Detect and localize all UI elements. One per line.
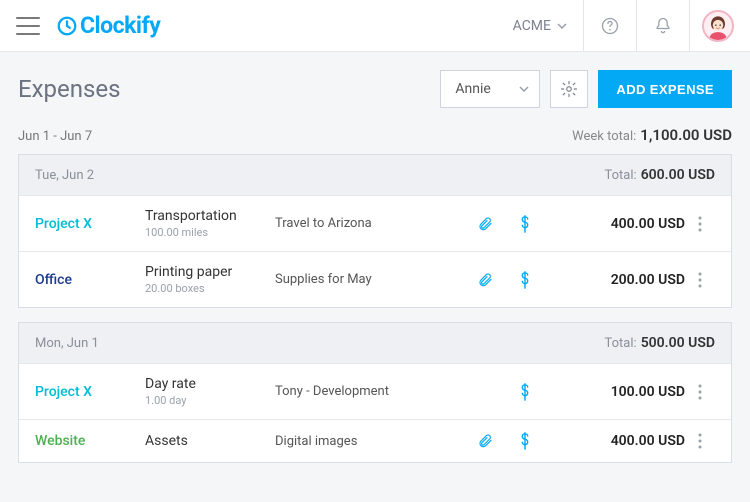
expense-item: Assets xyxy=(145,433,275,449)
billable-button[interactable] xyxy=(505,383,545,401)
week-total-label: Week total: xyxy=(572,129,636,144)
expense-groups: Tue, Jun 2Total:600.00 USDProject XTrans… xyxy=(18,154,732,463)
item-name: Assets xyxy=(145,433,275,449)
user-avatar[interactable] xyxy=(702,10,734,42)
paperclip-icon xyxy=(477,271,493,289)
billable-button[interactable] xyxy=(505,271,545,289)
group-total-value: 500.00 USD xyxy=(641,335,715,351)
group-total-value: 600.00 USD xyxy=(641,167,715,183)
page-content: Expenses Annie ADD EXPENSE Jun 1 - Jun 7… xyxy=(0,52,750,463)
group-header: Mon, Jun 1Total: 500.00 USD xyxy=(19,323,731,363)
dollar-icon xyxy=(519,215,531,233)
expense-description: Supplies for May xyxy=(275,272,465,287)
bell-icon xyxy=(653,16,673,36)
page-header: Expenses Annie ADD EXPENSE xyxy=(18,70,732,108)
topbar: Clockify ACME xyxy=(0,0,750,52)
attachment-button[interactable] xyxy=(465,432,505,450)
summary-row: Jun 1 - Jun 7 Week total: 1,100.00 USD xyxy=(18,126,732,144)
expense-group: Tue, Jun 2Total: 600.00 USD Project XTrans… xyxy=(18,154,732,308)
notifications-button[interactable] xyxy=(641,0,685,52)
group-total-label: Total: xyxy=(605,336,637,351)
row-actions-button[interactable] xyxy=(685,384,715,400)
row-actions-button[interactable] xyxy=(685,433,715,449)
dollar-icon xyxy=(519,383,531,401)
menu-icon[interactable] xyxy=(16,17,40,35)
more-vertical-icon xyxy=(698,384,702,400)
expense-project[interactable]: Project X xyxy=(35,384,145,400)
add-expense-button[interactable]: ADD EXPENSE xyxy=(598,70,732,108)
item-quantity: 100.00 miles xyxy=(145,226,275,239)
gear-icon xyxy=(560,80,578,98)
chevron-down-icon xyxy=(557,23,567,29)
page-title: Expenses xyxy=(18,75,440,103)
user-filter-select[interactable]: Annie xyxy=(440,70,540,108)
dollar-icon xyxy=(519,432,531,450)
clock-icon xyxy=(56,15,78,37)
workspace-name: ACME xyxy=(513,18,551,34)
help-button[interactable] xyxy=(588,0,632,52)
more-vertical-icon xyxy=(698,433,702,449)
item-name: Transportation xyxy=(145,208,275,224)
expense-row: Project XTransportation 100.00 milesTrave… xyxy=(19,195,731,251)
item-quantity: 20.00 boxes xyxy=(145,282,275,295)
group-date: Tue, Jun 2 xyxy=(35,168,605,183)
expense-item: Day rate 1.00 day xyxy=(145,376,275,407)
expense-item: Printing paper 20.00 boxes xyxy=(145,264,275,295)
group-date: Mon, Jun 1 xyxy=(35,336,605,351)
item-name: Printing paper xyxy=(145,264,275,280)
expense-project[interactable]: Website xyxy=(35,433,145,449)
expense-row: WebsiteAssetsDigital images 400.00 USD xyxy=(19,419,731,462)
more-vertical-icon xyxy=(698,272,702,288)
expense-row: OfficePrinting paper 20.00 boxesSupplies … xyxy=(19,251,731,307)
item-name: Day rate xyxy=(145,376,275,392)
expense-description: Tony - Development xyxy=(275,384,465,399)
row-actions-button[interactable] xyxy=(685,216,715,232)
expense-project[interactable]: Office xyxy=(35,272,145,288)
expense-description: Travel to Arizona xyxy=(275,216,465,231)
brand-logo[interactable]: Clockify xyxy=(56,12,160,39)
paperclip-icon xyxy=(477,432,493,450)
user-filter-value: Annie xyxy=(455,81,490,97)
chevron-down-icon xyxy=(519,86,529,92)
billable-button[interactable] xyxy=(505,432,545,450)
week-total-value: 1,100.00 USD xyxy=(640,126,732,144)
paperclip-icon xyxy=(477,215,493,233)
expense-amount: 200.00 USD xyxy=(545,272,685,288)
more-vertical-icon xyxy=(698,216,702,232)
expense-item: Transportation 100.00 miles xyxy=(145,208,275,239)
row-actions-button[interactable] xyxy=(685,272,715,288)
brand-name: Clockify xyxy=(80,12,160,39)
avatar-icon xyxy=(704,12,732,40)
expense-project[interactable]: Project X xyxy=(35,216,145,232)
workspace-selector[interactable]: ACME xyxy=(501,18,579,34)
dollar-icon xyxy=(519,271,531,289)
help-icon xyxy=(600,16,620,36)
expense-description: Digital images xyxy=(275,434,465,449)
group-total-label: Total: xyxy=(605,168,637,183)
expense-amount: 100.00 USD xyxy=(545,384,685,400)
item-quantity: 1.00 day xyxy=(145,394,275,407)
group-header: Tue, Jun 2Total: 600.00 USD xyxy=(19,155,731,195)
settings-button[interactable] xyxy=(550,70,588,108)
expense-row: Project XDay rate 1.00 dayTony - Developm… xyxy=(19,363,731,419)
expense-amount: 400.00 USD xyxy=(545,216,685,232)
expense-amount: 400.00 USD xyxy=(545,433,685,449)
date-range[interactable]: Jun 1 - Jun 7 xyxy=(18,129,572,144)
billable-button[interactable] xyxy=(505,215,545,233)
expense-group: Mon, Jun 1Total: 500.00 USD Project XDay r… xyxy=(18,322,732,463)
attachment-button[interactable] xyxy=(465,271,505,289)
attachment-button[interactable] xyxy=(465,215,505,233)
